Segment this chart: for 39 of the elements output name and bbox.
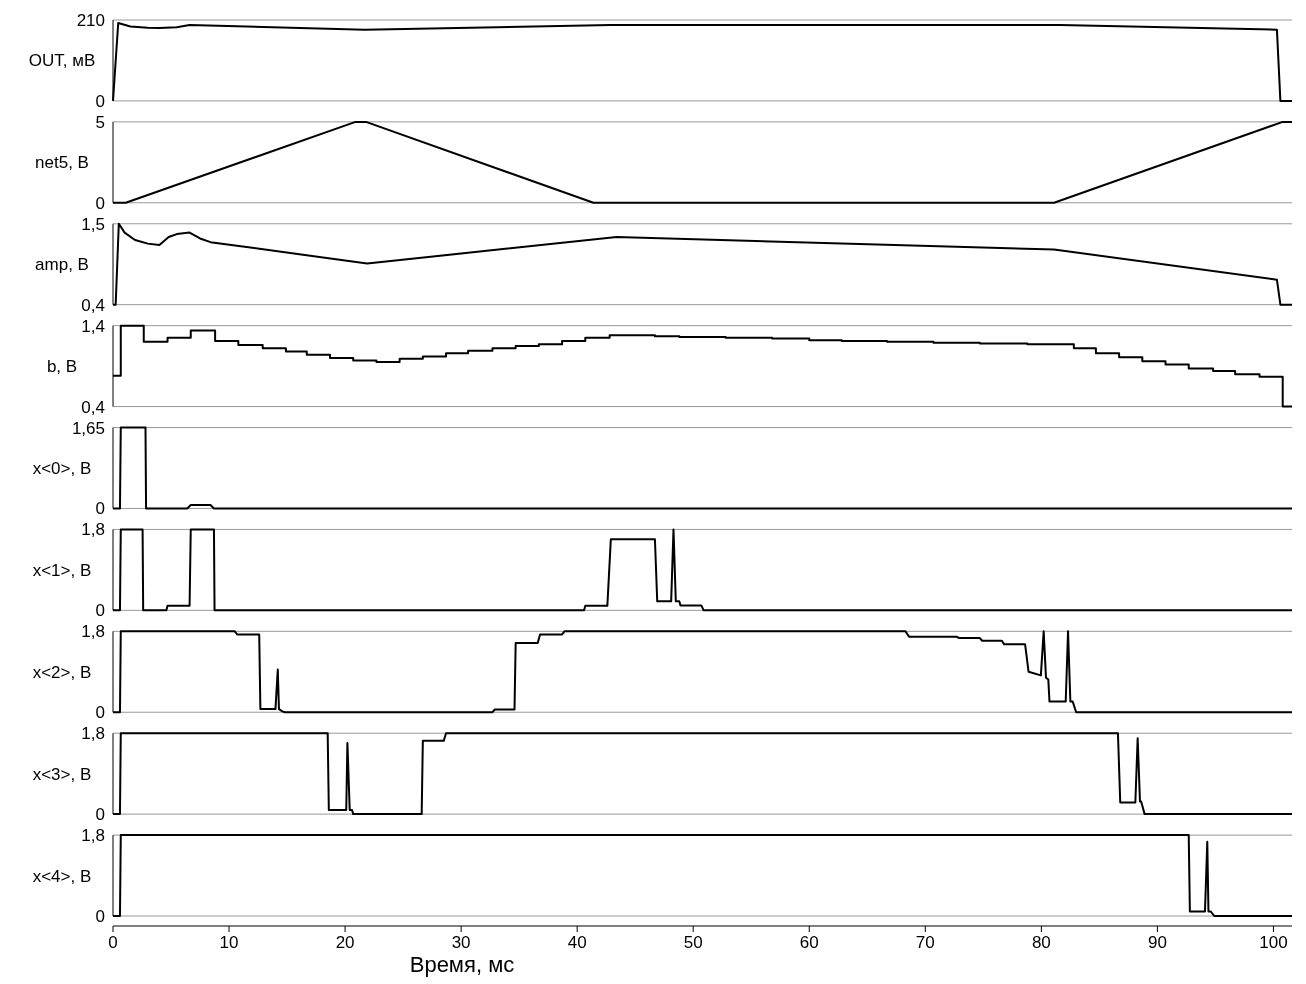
y-axis-title: x<4>, B [32,866,92,886]
y-axis-title: amp, B [35,255,89,275]
y-axis-title: x<0>, B [32,458,92,478]
y-tick-label: 0 [95,703,105,723]
x-tick-label: 30 [451,933,471,952]
y-axis-title: x<2>, B [32,662,92,682]
y-tick-label: 210 [76,10,105,30]
x-tick-label: 60 [799,933,819,952]
x-tick-label: 50 [683,933,703,952]
y-tick-label: 1,8 [81,622,105,642]
y-tick-label: 0 [95,601,105,621]
y-tick-label: 1,8 [81,724,105,744]
y-tick-label: 1,8 [81,520,105,540]
y-tick-label: 0 [95,499,105,519]
y-axis-title: x<1>, B [32,560,92,580]
y-tick-label: 0 [95,91,105,111]
y-tick-label: 5 [95,112,105,132]
x-tick-label: 90 [1147,933,1167,952]
y-tick-label: 1,5 [81,214,105,234]
y-tick-label: 0 [95,193,105,213]
y-axis-title: OUT, мВ [28,51,96,71]
y-tick-label: 1,4 [81,316,105,336]
y-tick-label: 0,4 [81,397,105,417]
x-tick-label: 100 [1259,933,1288,952]
y-tick-label: 1,8 [81,826,105,846]
x-axis-title: Время, мс [409,952,515,977]
y-tick-label: 1,65 [71,418,105,438]
x-tick-label: 0 [108,933,118,952]
y-axis-title: x<3>, B [32,764,92,784]
y-tick-label: 0,4 [81,295,105,315]
x-tick-label: 10 [219,933,239,952]
x-tick-label: 20 [335,933,355,952]
x-tick-label: 40 [567,933,587,952]
y-tick-label: 0 [95,805,105,825]
y-axis-title: b, B [46,357,78,377]
x-tick-label: 80 [1031,933,1051,952]
x-tick-label: 70 [915,933,935,952]
y-tick-label: 0 [95,906,105,926]
y-axis-title: net5, B [35,153,89,173]
